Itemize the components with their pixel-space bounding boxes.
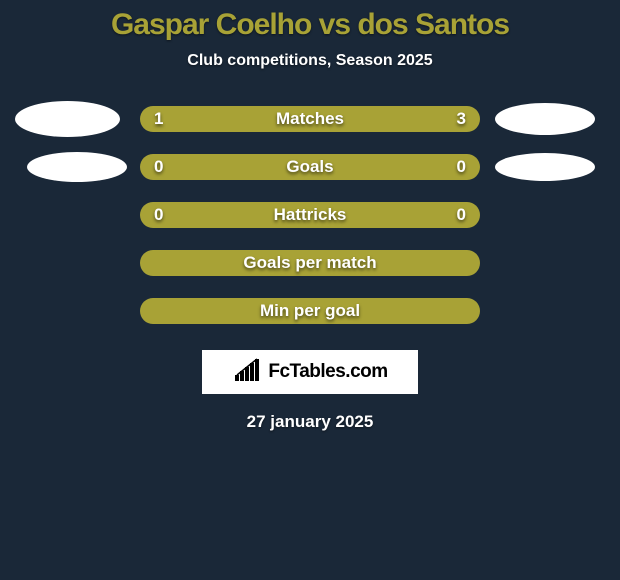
stats-area: 1 Matches 3 0 Goals 0 0 Hattricks 0 Goals per mat… [0,105,620,325]
left-oval-slot [5,152,125,182]
stat-value-right: 3 [457,109,466,129]
stat-row: Min per goal [0,297,620,325]
stat-label: Goals per match [243,253,376,273]
stat-row: 1 Matches 3 [0,105,620,133]
stat-bar: 0 Goals 0 [140,154,480,180]
stat-bar: Goals per match [140,250,480,276]
player-oval-left [15,101,120,137]
source-badge: FcTables.com [202,350,418,394]
stat-bar: 0 Hattricks 0 [140,202,480,228]
stat-bar: Min per goal [140,298,480,324]
date-label: 27 january 2025 [0,412,620,432]
stat-row: 0 Goals 0 [0,153,620,181]
subtitle: Club competitions, Season 2025 [0,52,620,70]
right-oval-slot [495,103,615,135]
stat-value-left: 0 [154,157,163,177]
player-oval-right [495,103,595,135]
player-oval-right [495,153,595,181]
stat-row: Goals per match [0,249,620,277]
left-oval-slot [5,101,125,137]
player-oval-left [27,152,127,182]
stat-value-left: 1 [154,109,163,129]
stat-value-left: 0 [154,205,163,225]
stat-label: Matches [276,109,344,129]
infographic-container: Gaspar Coelho vs dos Santos Club competi… [0,0,620,432]
stat-row: 0 Hattricks 0 [0,201,620,229]
right-oval-slot [495,153,615,181]
stat-label: Hattricks [274,205,347,225]
stat-value-right: 0 [457,205,466,225]
stat-value-right: 0 [457,157,466,177]
stat-bar: 1 Matches 3 [140,106,480,132]
bar-chart-icon [232,357,262,388]
page-title: Gaspar Coelho vs dos Santos [0,8,620,42]
stat-label: Goals [286,157,333,177]
badge-text: FcTables.com [268,361,387,383]
stat-label: Min per goal [260,301,360,321]
